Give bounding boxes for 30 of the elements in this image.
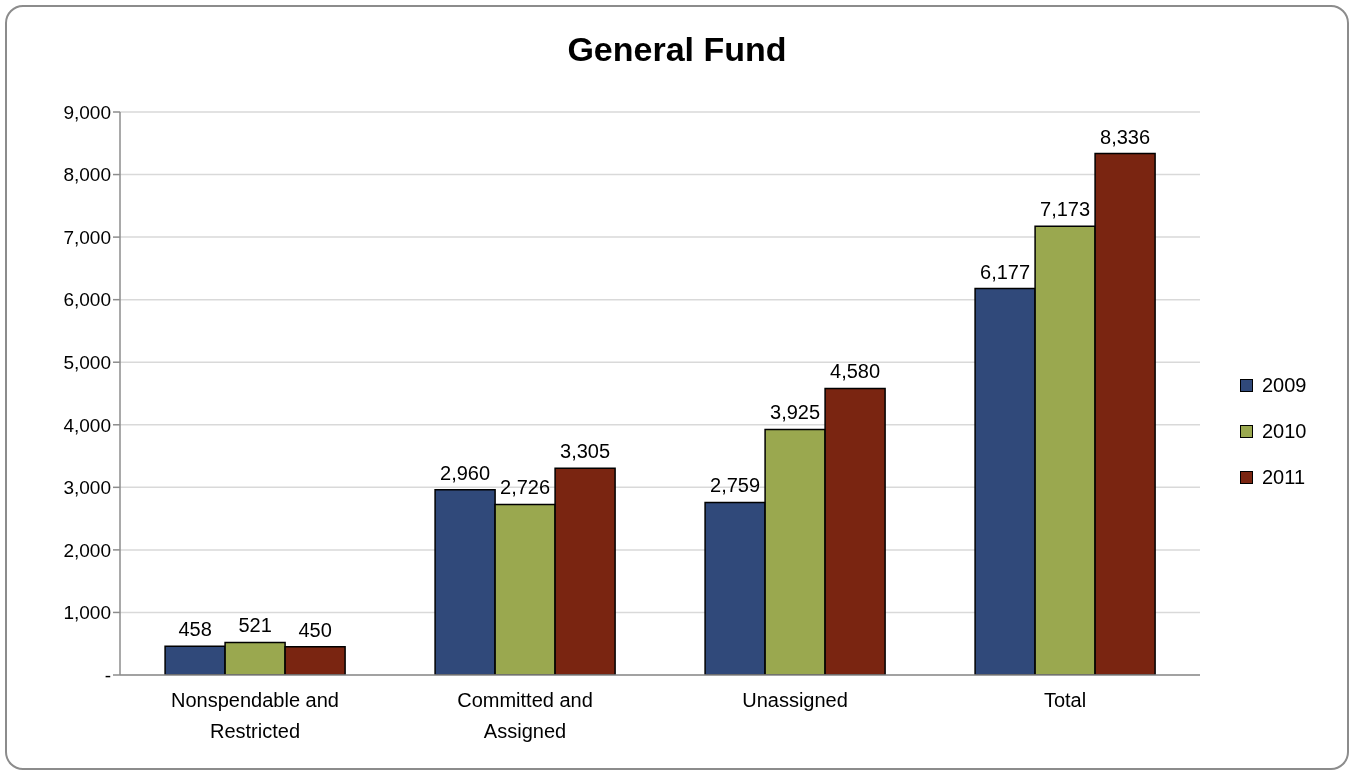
x-tick-label: Total <box>1043 689 1087 711</box>
data-label: 521 <box>238 614 272 637</box>
data-label: 4,580 <box>830 360 881 383</box>
legend-label: 2010 <box>1262 419 1307 443</box>
y-tick-label: 9,000 <box>63 101 111 123</box>
x-tick-label: Committed and Assigned <box>457 689 593 742</box>
chart-title: General Fund <box>566 30 788 69</box>
x-tick-label: Unassigned <box>742 689 848 711</box>
legend-label: 2009 <box>1262 373 1307 397</box>
data-label: 2,759 <box>710 474 761 497</box>
data-label: 7,173 <box>1040 198 1091 221</box>
data-label: 6,177 <box>980 260 1031 283</box>
legend-label: 2011 <box>1262 465 1306 489</box>
y-tick-label: - <box>104 664 111 686</box>
data-label: 458 <box>178 618 212 641</box>
data-label: 450 <box>298 618 332 641</box>
data-label: 3,305 <box>560 440 611 463</box>
data-label: 8,336 <box>1100 125 1151 148</box>
data-label: 2,726 <box>500 476 551 499</box>
y-tick-label: 4,000 <box>63 414 111 436</box>
data-label: 3,925 <box>770 401 821 424</box>
y-tick-label: 1,000 <box>63 602 111 624</box>
y-tick-label: 6,000 <box>63 289 111 311</box>
data-label: 2,960 <box>440 461 491 484</box>
y-tick-label: 5,000 <box>63 351 111 373</box>
y-tick-label: 3,000 <box>63 477 111 499</box>
y-tick-label: 8,000 <box>63 164 111 186</box>
y-tick-label: 7,000 <box>63 226 111 248</box>
y-tick-label: 2,000 <box>63 539 111 561</box>
x-tick-label: Nonspendable and Restricted <box>171 689 339 742</box>
